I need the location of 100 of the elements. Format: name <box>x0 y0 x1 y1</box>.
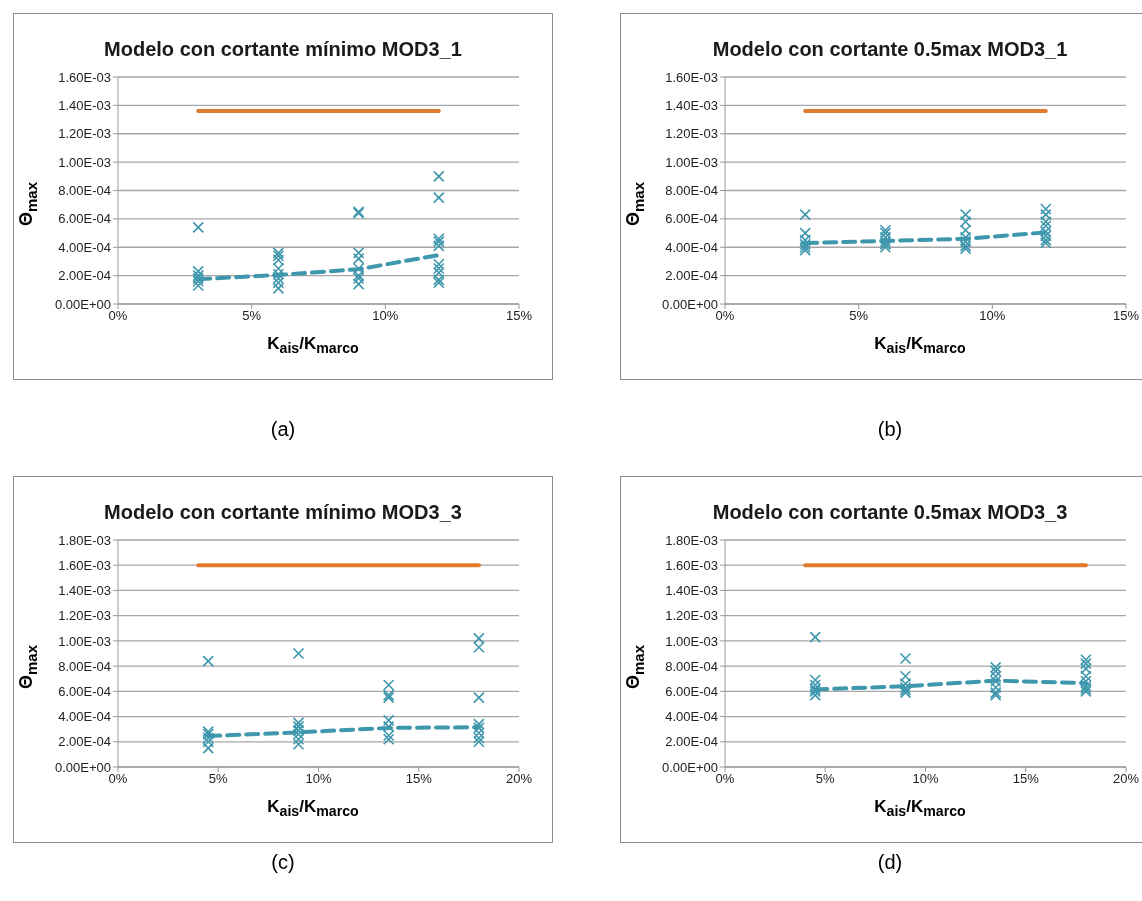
y-tick-label: 1.00E-03 <box>665 154 718 170</box>
text: (d) <box>876 851 904 874</box>
x-tick-label: 15% <box>505 308 533 324</box>
point <box>292 728 305 741</box>
y-tick-label: 1.00E-03 <box>665 633 718 649</box>
point <box>959 231 972 244</box>
chart-title: Modelo con cortante mínimo MOD3_1 <box>103 38 463 61</box>
point <box>292 647 305 660</box>
point <box>473 641 485 653</box>
point <box>809 679 822 691</box>
y-tick-label: 6.00E-04 <box>58 211 111 227</box>
point <box>1040 220 1052 232</box>
point <box>382 679 395 691</box>
y-tick-label: 8.00E-04 <box>58 183 111 199</box>
point <box>352 278 365 290</box>
x-tick-label: 5% <box>849 308 869 324</box>
x-tick-label: 10% <box>979 308 1006 324</box>
x-axis-title: K$_{ais}$/K$_{marco}$ <box>873 797 967 820</box>
x-tick-label: 5% <box>242 308 262 324</box>
point <box>1080 657 1092 670</box>
chart-title: Modelo con cortante 0.5max MOD3_3 <box>711 501 1069 524</box>
y-tick-label: 1.40E-03 <box>665 583 718 599</box>
x-tick-label: 5% <box>208 771 229 787</box>
y-tick-label: 2.00E-04 <box>58 734 111 750</box>
y-tick-label: 1.20E-03 <box>665 126 718 142</box>
point <box>1040 230 1052 242</box>
point <box>1040 208 1052 221</box>
text: (b) <box>876 418 904 441</box>
x-tick-label: 0% <box>715 771 735 787</box>
point <box>989 665 1002 677</box>
x-tick-label: 5% <box>815 771 836 787</box>
point <box>959 208 972 221</box>
point <box>799 234 811 246</box>
point <box>202 655 215 667</box>
point <box>382 733 395 746</box>
point <box>473 722 485 734</box>
point <box>272 254 285 266</box>
x-axis-title: K$_{ais}$/K$_{marco}$ <box>266 334 360 357</box>
y-tick-label: 1.00E-03 <box>58 154 111 170</box>
point <box>989 661 1002 674</box>
y-tick-label: 1.60E-03 <box>58 69 111 85</box>
point <box>989 670 1002 682</box>
point <box>433 191 445 204</box>
x-tick-label: 15% <box>1012 771 1040 787</box>
point <box>192 221 204 234</box>
point <box>1080 654 1092 666</box>
text: (a) <box>269 418 297 441</box>
x-tick-label: 10% <box>372 308 399 324</box>
y-tick-label: 2.00E-04 <box>665 268 718 284</box>
y-tick-label: 2.00E-04 <box>665 734 718 750</box>
point <box>292 724 305 737</box>
point <box>989 681 1002 694</box>
point <box>809 689 822 701</box>
y-tick-label: 0.00E+00 <box>54 759 111 775</box>
point <box>473 732 485 744</box>
x-tick-label: 15% <box>1112 308 1140 324</box>
y-tick-label: 1.60E-03 <box>58 557 111 573</box>
point <box>272 276 285 289</box>
y-tick-label: 8.00E-04 <box>665 658 718 674</box>
y-tick-label: 1.20E-03 <box>665 608 718 624</box>
point <box>352 252 365 265</box>
point <box>473 718 485 730</box>
point <box>272 282 285 295</box>
point <box>292 733 305 746</box>
point <box>473 727 485 739</box>
y-tick-label: 2.00E-04 <box>58 268 111 284</box>
y-tick-label: 1.80E-03 <box>58 532 111 548</box>
y-tick-label: 1.00E-03 <box>58 633 111 649</box>
x-tick-label: 10% <box>305 771 332 787</box>
point <box>809 674 822 686</box>
point <box>473 632 485 645</box>
point <box>292 717 305 729</box>
y-tick-label: 1.80E-03 <box>665 532 718 548</box>
x-tick-label: 20% <box>505 771 533 787</box>
y-tick-label: 4.00E-04 <box>58 709 111 725</box>
point <box>352 247 365 259</box>
y-tick-label: 0.00E+00 <box>54 296 111 312</box>
point <box>959 215 972 228</box>
point <box>382 714 395 727</box>
point <box>959 224 972 237</box>
point <box>899 670 912 682</box>
point <box>799 208 811 221</box>
point <box>292 738 305 751</box>
y-tick-label: 1.20E-03 <box>58 608 111 624</box>
point <box>809 631 822 643</box>
point <box>202 732 215 744</box>
y-tick-label: 6.00E-04 <box>665 211 718 227</box>
y-tick-label: 4.00E-04 <box>665 709 718 725</box>
point <box>473 735 485 748</box>
x-axis-title: K$_{ais}$/K$_{marco}$ <box>873 334 967 357</box>
point <box>473 691 485 704</box>
x-tick-label: 15% <box>405 771 433 787</box>
point <box>1080 662 1092 675</box>
y-tick-label: 1.20E-03 <box>58 126 111 142</box>
point <box>433 240 445 252</box>
point <box>1040 203 1052 215</box>
y-tick-label: 1.60E-03 <box>665 557 718 573</box>
point <box>899 652 912 665</box>
y-tick-label: 8.00E-04 <box>665 183 718 199</box>
point <box>989 675 1002 688</box>
